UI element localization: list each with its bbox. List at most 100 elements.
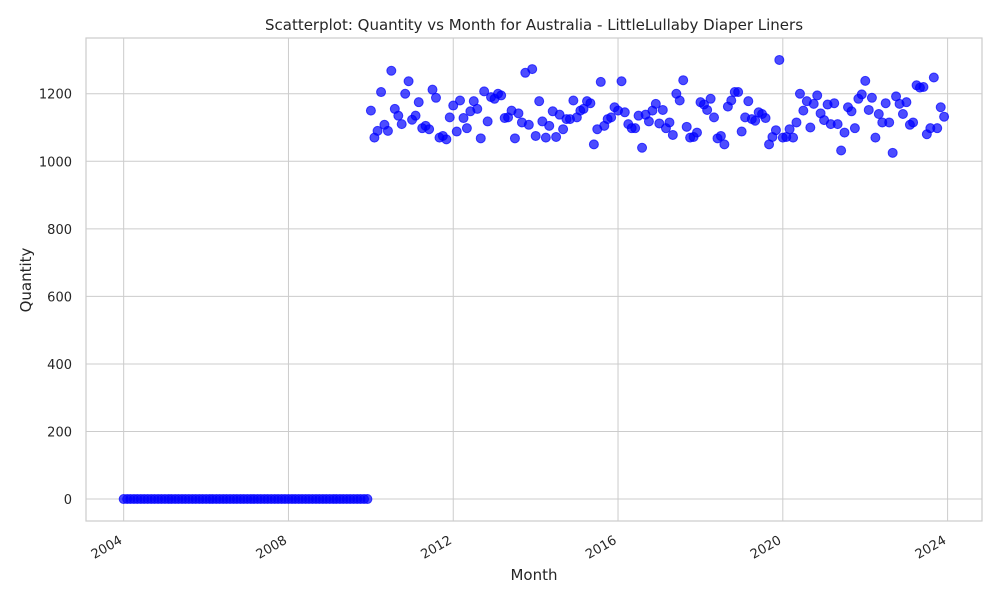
data-point	[667, 129, 678, 140]
y-tick-label: 600	[47, 290, 72, 305]
data-point	[674, 95, 685, 106]
y-tick-label: 400	[47, 358, 72, 373]
data-point	[832, 119, 843, 130]
data-point	[558, 124, 569, 135]
data-point	[472, 103, 483, 114]
data-point	[791, 117, 802, 128]
data-point	[887, 147, 898, 158]
data-point	[448, 100, 459, 111]
data-point	[935, 102, 946, 113]
data-point	[812, 90, 823, 101]
data-point	[650, 98, 661, 109]
data-point	[715, 130, 726, 141]
plot-frame	[85, 37, 983, 522]
x-tick-label: 2024	[913, 533, 949, 563]
data-point	[606, 112, 617, 123]
x-axis-ticks: 2004 2008 2012 2016 2020 2024	[89, 533, 949, 563]
data-point	[362, 494, 373, 505]
data-point	[719, 139, 730, 150]
data-point	[393, 110, 404, 121]
data-point	[458, 113, 469, 124]
data-point	[403, 76, 414, 87]
data-point	[496, 90, 507, 101]
data-point	[376, 87, 387, 98]
data-point	[863, 104, 874, 115]
data-point	[733, 87, 744, 98]
data-point	[702, 104, 713, 115]
data-point	[856, 89, 867, 100]
data-point	[441, 134, 452, 145]
data-point	[829, 98, 840, 109]
data-point	[798, 105, 809, 116]
x-tick-label: 2008	[254, 533, 290, 563]
data-point	[836, 145, 847, 156]
data-point	[444, 112, 455, 123]
data-point	[482, 116, 493, 127]
data-points	[118, 54, 950, 505]
data-point	[616, 76, 627, 87]
y-tick-label: 1000	[39, 155, 72, 170]
data-point	[386, 65, 397, 76]
data-point	[901, 97, 912, 108]
y-tick-label: 1200	[39, 88, 72, 103]
data-point	[400, 88, 411, 99]
data-point	[396, 119, 407, 130]
data-point	[619, 107, 630, 118]
data-point	[788, 132, 799, 143]
x-tick-label: 2016	[583, 533, 619, 563]
data-point	[846, 106, 857, 117]
data-point	[726, 95, 737, 106]
data-point	[527, 64, 538, 75]
x-tick-label: 2004	[89, 533, 125, 563]
data-point	[705, 93, 716, 104]
data-point	[736, 126, 747, 137]
data-point	[479, 86, 490, 97]
data-point	[743, 96, 754, 107]
data-point	[595, 76, 606, 87]
data-point	[839, 127, 850, 138]
data-point	[427, 84, 438, 95]
data-point	[451, 126, 462, 137]
data-point	[664, 117, 675, 128]
data-point	[750, 115, 761, 126]
data-point	[873, 108, 884, 119]
data-point	[513, 108, 524, 119]
data-point	[475, 133, 486, 144]
x-tick-label: 2020	[748, 533, 784, 563]
data-point	[568, 95, 579, 106]
data-point	[709, 112, 720, 123]
data-point	[637, 142, 648, 153]
data-point	[643, 116, 654, 127]
data-point	[365, 105, 376, 116]
y-tick-label: 200	[47, 425, 72, 440]
data-point	[551, 131, 562, 142]
data-point	[918, 81, 929, 92]
data-point	[928, 72, 939, 83]
data-point	[860, 75, 871, 86]
x-tick-label: 2012	[418, 533, 454, 563]
data-point	[908, 117, 919, 128]
data-point	[681, 121, 692, 132]
data-point	[932, 123, 943, 134]
y-tick-label: 800	[47, 223, 72, 238]
data-point	[691, 127, 702, 138]
data-point	[382, 125, 393, 136]
data-point	[939, 111, 950, 122]
data-point	[455, 95, 466, 106]
data-point	[774, 54, 785, 65]
data-point	[530, 130, 541, 141]
data-point	[897, 108, 908, 119]
y-axis-ticks: 0 200 400 600 800 1000 1200	[39, 88, 72, 508]
data-point	[866, 92, 877, 103]
data-point	[880, 98, 891, 109]
data-point	[760, 113, 771, 124]
data-point	[849, 123, 860, 134]
data-point	[410, 110, 421, 121]
data-point	[805, 122, 816, 133]
data-point	[784, 124, 795, 135]
data-point	[770, 125, 781, 136]
data-point	[794, 88, 805, 99]
data-point	[544, 120, 555, 131]
